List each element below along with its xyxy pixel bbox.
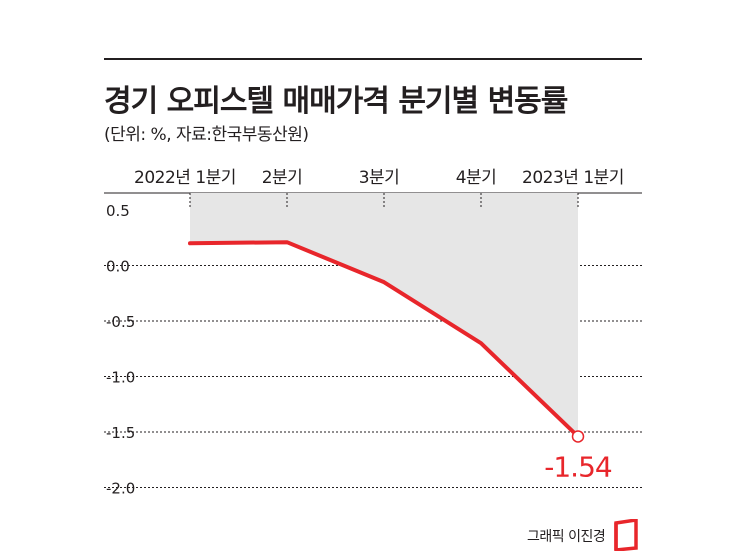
graphic-credit: 그래픽 이진경 bbox=[527, 529, 606, 545]
data-label: -1.54 bbox=[544, 450, 612, 483]
brand-logo-icon bbox=[614, 519, 638, 551]
y-tick-label: 0.0 bbox=[106, 258, 130, 276]
chart-subtitle: (단위: %, 자료:한국부동산원) bbox=[104, 125, 309, 145]
y-tick-label: 0.5 bbox=[106, 202, 130, 220]
y-tick-label: -0.5 bbox=[106, 313, 135, 331]
x-tick-label: 4분기 bbox=[456, 168, 497, 188]
chart-title: 경기 오피스텔 매매가격 분기별 변동률 bbox=[104, 84, 568, 119]
area-fill-layer bbox=[190, 193, 578, 437]
title-rule bbox=[104, 58, 642, 60]
series-line bbox=[188, 240, 580, 439]
x-tick-label: 3분기 bbox=[359, 168, 400, 188]
line-chart: 2022년 1분기 2분기 3분기 4분기 2023년 1분기 0.5 0.0 -0.5 -1… bbox=[104, 168, 642, 498]
x-tick-label: 2022년 1분기 bbox=[134, 168, 236, 188]
y-tick-label: -2.0 bbox=[106, 480, 135, 498]
series-area bbox=[190, 193, 578, 437]
y-tick-label: -1.0 bbox=[106, 369, 135, 387]
x-tick-label: 2분기 bbox=[262, 168, 303, 188]
y-tick-label: -1.5 bbox=[106, 424, 135, 442]
annotations: -1.54 bbox=[544, 450, 613, 483]
y-tick-labels: 0.5 0.0 -0.5 -1.0 -1.5 -2.0 bbox=[106, 202, 135, 498]
x-tick-labels: 2022년 1분기 2분기 3분기 4분기 2023년 1분기 bbox=[134, 168, 624, 188]
x-tick-label: 2023년 1분기 bbox=[522, 168, 624, 188]
series-line-layer bbox=[188, 240, 585, 443]
last-point-marker bbox=[571, 430, 585, 443]
